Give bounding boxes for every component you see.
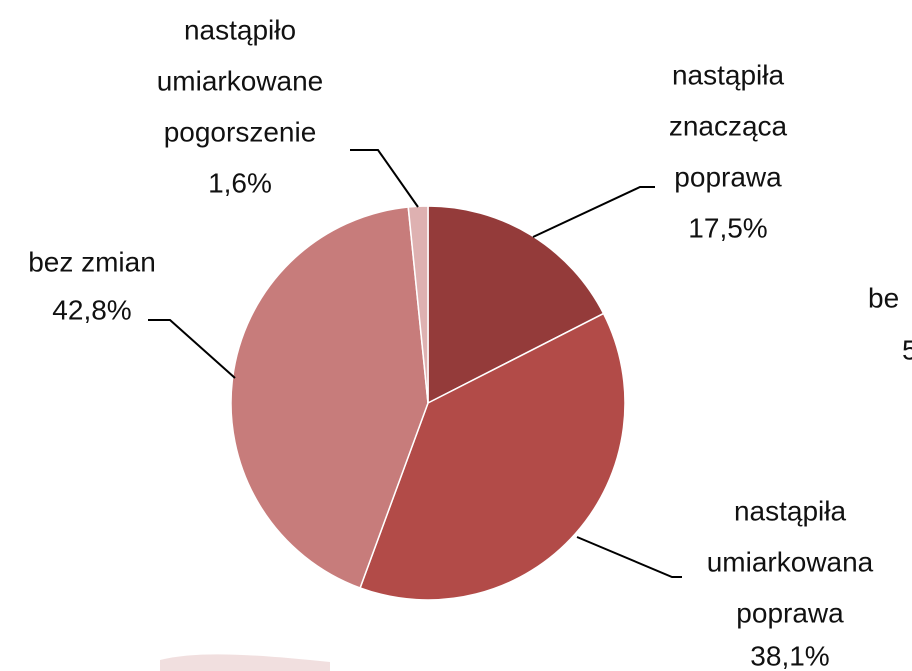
slice-label: nastąpiło (184, 14, 296, 45)
cropped-label: be (868, 282, 899, 313)
slice-label: pogorszenie (164, 116, 317, 147)
cropped-label: 5 (902, 334, 912, 365)
slice-label: nastąpiła (672, 59, 785, 90)
leader-line (350, 149, 419, 208)
leader-line (148, 319, 236, 379)
value-label: 38,1% (750, 640, 829, 671)
pie-slice (230, 206, 429, 589)
leader-line (576, 536, 682, 578)
pie-slice (359, 312, 626, 601)
pie-slice (427, 205, 605, 405)
slice-label: znacząca (669, 110, 788, 141)
slice-label: nastąpiła (734, 495, 847, 526)
value-label: 17,5% (688, 212, 767, 243)
slice-label: poprawa (736, 597, 844, 628)
slice-label: umiarkowane (157, 65, 324, 96)
slice-label: umiarkowana (707, 546, 874, 577)
leader-line (532, 186, 655, 238)
map-decoration (160, 654, 330, 671)
slice-label: poprawa (674, 161, 782, 192)
value-label: 1,6% (208, 167, 272, 198)
slice-label: bez zmian (28, 246, 156, 277)
value-label: 42,8% (52, 294, 131, 325)
